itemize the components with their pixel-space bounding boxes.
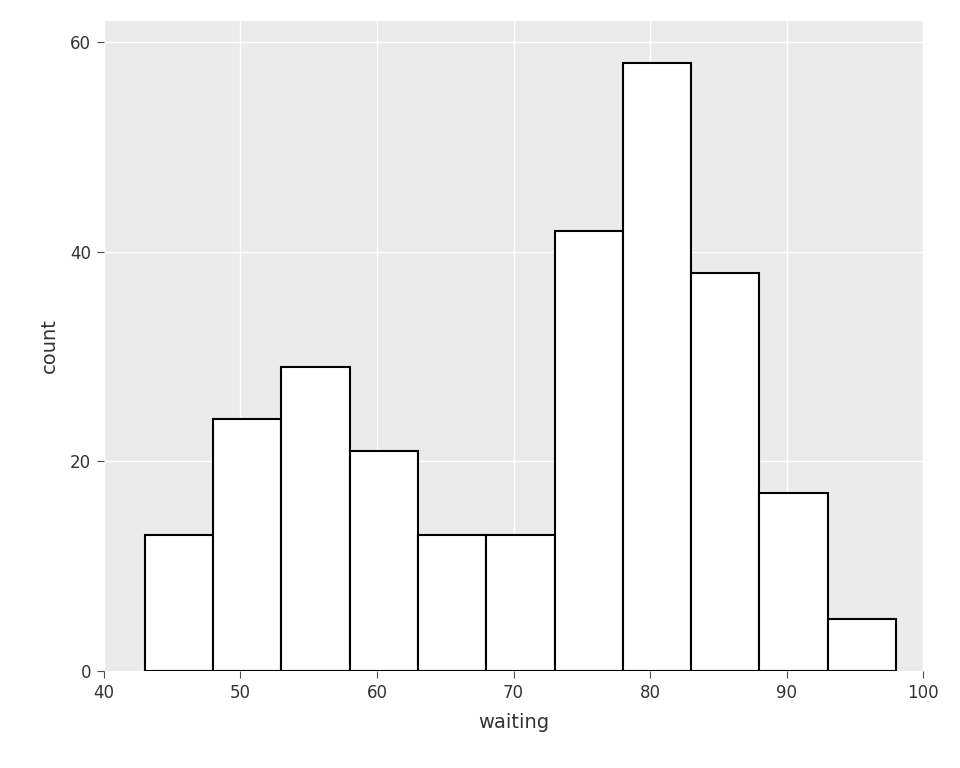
Bar bbox=[691, 273, 759, 671]
Bar bbox=[487, 535, 555, 671]
Bar bbox=[349, 451, 418, 671]
Bar bbox=[623, 63, 691, 671]
Bar bbox=[213, 419, 281, 671]
X-axis label: waiting: waiting bbox=[478, 713, 549, 732]
Bar bbox=[281, 367, 349, 671]
Bar bbox=[555, 230, 623, 671]
Bar bbox=[759, 493, 828, 671]
Bar bbox=[828, 619, 896, 671]
Y-axis label: count: count bbox=[40, 319, 59, 373]
Bar bbox=[145, 535, 213, 671]
Bar bbox=[418, 535, 487, 671]
